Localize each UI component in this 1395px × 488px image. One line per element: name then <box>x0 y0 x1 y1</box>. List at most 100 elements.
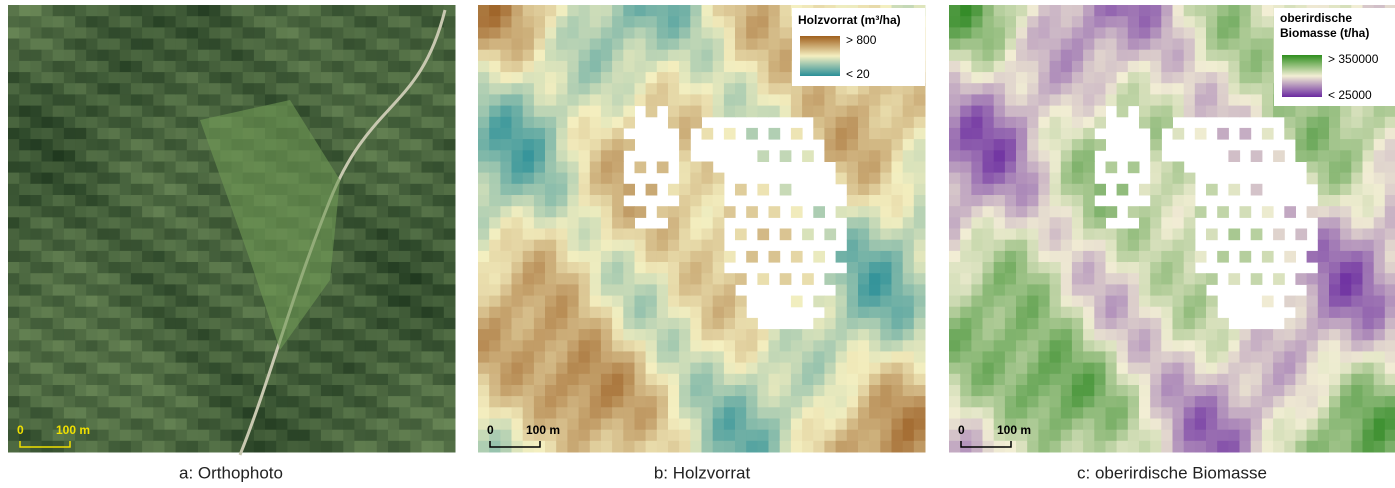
map-cell <box>377 61 389 73</box>
map-cell <box>1173 441 1185 453</box>
map-cell <box>343 61 355 73</box>
map-cell <box>1385 296 1395 308</box>
map-cell <box>142 229 154 241</box>
map-cell <box>1117 430 1129 442</box>
map-cell <box>209 296 221 308</box>
map-cell <box>209 217 221 229</box>
map-cell <box>1094 374 1106 386</box>
map-cell <box>702 351 714 363</box>
map-cell <box>869 262 881 274</box>
map-cell <box>209 374 221 386</box>
map-cell <box>321 72 333 84</box>
map-cell <box>646 251 658 263</box>
map-cell <box>354 184 366 196</box>
map-cell <box>8 229 20 241</box>
map-cell <box>1251 184 1263 196</box>
map-cell <box>388 184 400 196</box>
map-cell <box>1016 27 1028 39</box>
map-cell <box>1072 27 1084 39</box>
map-cell <box>142 106 154 118</box>
map-cell <box>1106 284 1118 296</box>
map-cell <box>971 262 983 274</box>
map-cell <box>1094 139 1106 151</box>
map-cell <box>612 240 624 252</box>
map-cell <box>120 419 132 431</box>
map-cell <box>646 396 658 408</box>
map-cell <box>433 340 445 352</box>
map-cell <box>523 94 535 106</box>
map-cell <box>858 94 870 106</box>
map-cell <box>724 385 736 397</box>
map-cell <box>523 117 535 129</box>
map-cell <box>512 419 524 431</box>
map-cell <box>187 284 199 296</box>
map-cell <box>209 83 221 95</box>
map-cell <box>869 162 881 174</box>
map-cell <box>1318 262 1330 274</box>
map-cell <box>847 262 859 274</box>
map-cell <box>780 351 792 363</box>
map-cell <box>232 50 244 62</box>
map-cell <box>120 240 132 252</box>
map-cell <box>500 61 512 73</box>
map-cell <box>209 27 221 39</box>
map-cell <box>131 441 143 453</box>
map-cell <box>892 139 904 151</box>
map-cell <box>220 407 232 419</box>
map-cell <box>824 363 836 375</box>
map-cell <box>142 262 154 274</box>
map-cell <box>75 318 87 330</box>
map-cell <box>724 273 736 285</box>
map-cell <box>142 329 154 341</box>
map-cell <box>858 128 870 140</box>
map-cell <box>1318 407 1330 419</box>
map-cell <box>1295 117 1307 129</box>
map-cell <box>1173 251 1185 263</box>
map-cell <box>869 407 881 419</box>
map-cell <box>422 5 434 17</box>
map-cell <box>1340 106 1352 118</box>
map-cell <box>567 284 579 296</box>
map-cell <box>1094 329 1106 341</box>
map-cell <box>399 329 411 341</box>
map-cell <box>399 5 411 17</box>
map-cell <box>590 340 602 352</box>
map-cell <box>994 206 1006 218</box>
map-cell <box>983 419 995 431</box>
map-cell <box>1005 173 1017 185</box>
map-cell <box>478 173 490 185</box>
map-cell <box>64 229 76 241</box>
map-cell <box>635 206 647 218</box>
map-cell <box>75 407 87 419</box>
map-cell <box>1061 173 1073 185</box>
map-cell <box>176 27 188 39</box>
map-cell <box>299 94 311 106</box>
map-cell <box>1284 106 1296 118</box>
map-cell <box>757 72 769 84</box>
map-cell <box>646 430 658 442</box>
map-cell <box>388 39 400 51</box>
map-cell <box>1038 296 1050 308</box>
map-cell <box>858 284 870 296</box>
map-cell <box>1329 284 1341 296</box>
map-cell <box>97 284 109 296</box>
map-cell <box>75 117 87 129</box>
map-cell <box>949 128 961 140</box>
map-cell <box>836 173 848 185</box>
map-cell <box>512 374 524 386</box>
map-cell <box>399 150 411 162</box>
map-cell <box>836 206 848 218</box>
map-cell <box>1351 284 1363 296</box>
map-cell <box>1173 106 1185 118</box>
map-cell <box>142 441 154 453</box>
map-cell <box>1106 307 1118 319</box>
map-cell <box>165 61 177 73</box>
map-cell <box>142 217 154 229</box>
map-cell <box>30 284 42 296</box>
map-cell <box>220 363 232 375</box>
map-cell <box>769 351 781 363</box>
map-cell <box>1318 162 1330 174</box>
map-cell <box>64 50 76 62</box>
map-cell <box>1307 385 1319 397</box>
map-cell <box>512 340 524 352</box>
